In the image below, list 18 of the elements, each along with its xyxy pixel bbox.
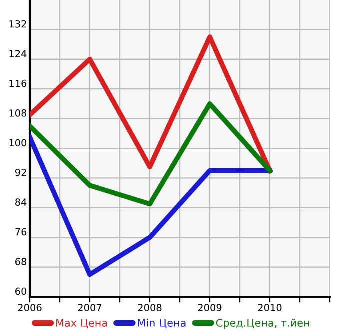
y-tick-label: 92 (15, 168, 26, 176)
x-tick-label: 2007 (78, 304, 102, 312)
y-tick-label: 76 (16, 228, 27, 236)
legend-label: Сред.Цена, т.йен (216, 318, 310, 329)
y-tick-label: 124 (10, 50, 27, 58)
y-tick-label: 100 (10, 139, 27, 147)
y-tick-label: 132 (10, 20, 26, 28)
x-tick-label: 2008 (138, 304, 162, 312)
y-tick-label: 84 (16, 198, 27, 206)
y-tick-label: 108 (10, 110, 27, 117)
legend-label: Min Цена (138, 318, 186, 328)
x-tick-label: 2009 (198, 304, 222, 312)
legend-label: Max Цена (56, 319, 108, 328)
y-tick-label: 60 (16, 288, 27, 296)
y-tick-label: 116 (10, 80, 27, 88)
x-tick-label: 2006 (18, 304, 42, 312)
y-tick-label: 68 (16, 258, 27, 266)
x-tick-label: 2010 (258, 304, 282, 312)
